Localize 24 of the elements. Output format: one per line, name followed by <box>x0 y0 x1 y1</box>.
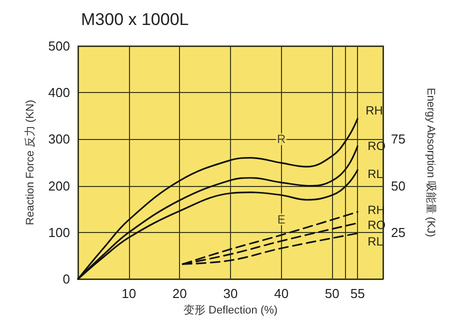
y-tick-label: 500 <box>48 38 70 54</box>
y-axis-title: Reaction Force 反力 (KN) <box>24 100 36 226</box>
chart-title: M300 x 1000L <box>81 10 189 29</box>
y-tick-label: 300 <box>48 132 70 147</box>
x-tick-label: 55 <box>350 286 365 301</box>
y2-tick-label: 75 <box>391 132 406 147</box>
y2-axis-title: Energy Absorption 吸能量 (KJ) <box>424 88 438 238</box>
x-tick-label: 30 <box>223 286 238 301</box>
annotation: R <box>276 132 286 146</box>
x-tick-label: 50 <box>324 286 340 301</box>
y-tick-label: 200 <box>48 178 70 194</box>
y2-tick-label: 50 <box>391 178 406 194</box>
y-tick-label: 400 <box>48 85 70 100</box>
y-tick-label: 0 <box>62 272 70 286</box>
annotation: E <box>277 212 286 226</box>
x-tick-label: 10 <box>122 286 136 301</box>
series-label: RH <box>366 104 383 118</box>
y-tick-label: 100 <box>48 224 70 240</box>
x-tick-label: 40 <box>274 286 289 301</box>
series-label: RL <box>368 234 384 248</box>
y2-tick-label: 25 <box>391 224 406 240</box>
series-label: RL <box>368 166 384 181</box>
x-axis-title: 变形 Deflection (%) <box>183 303 278 316</box>
x-tick-label: 20 <box>172 286 187 301</box>
